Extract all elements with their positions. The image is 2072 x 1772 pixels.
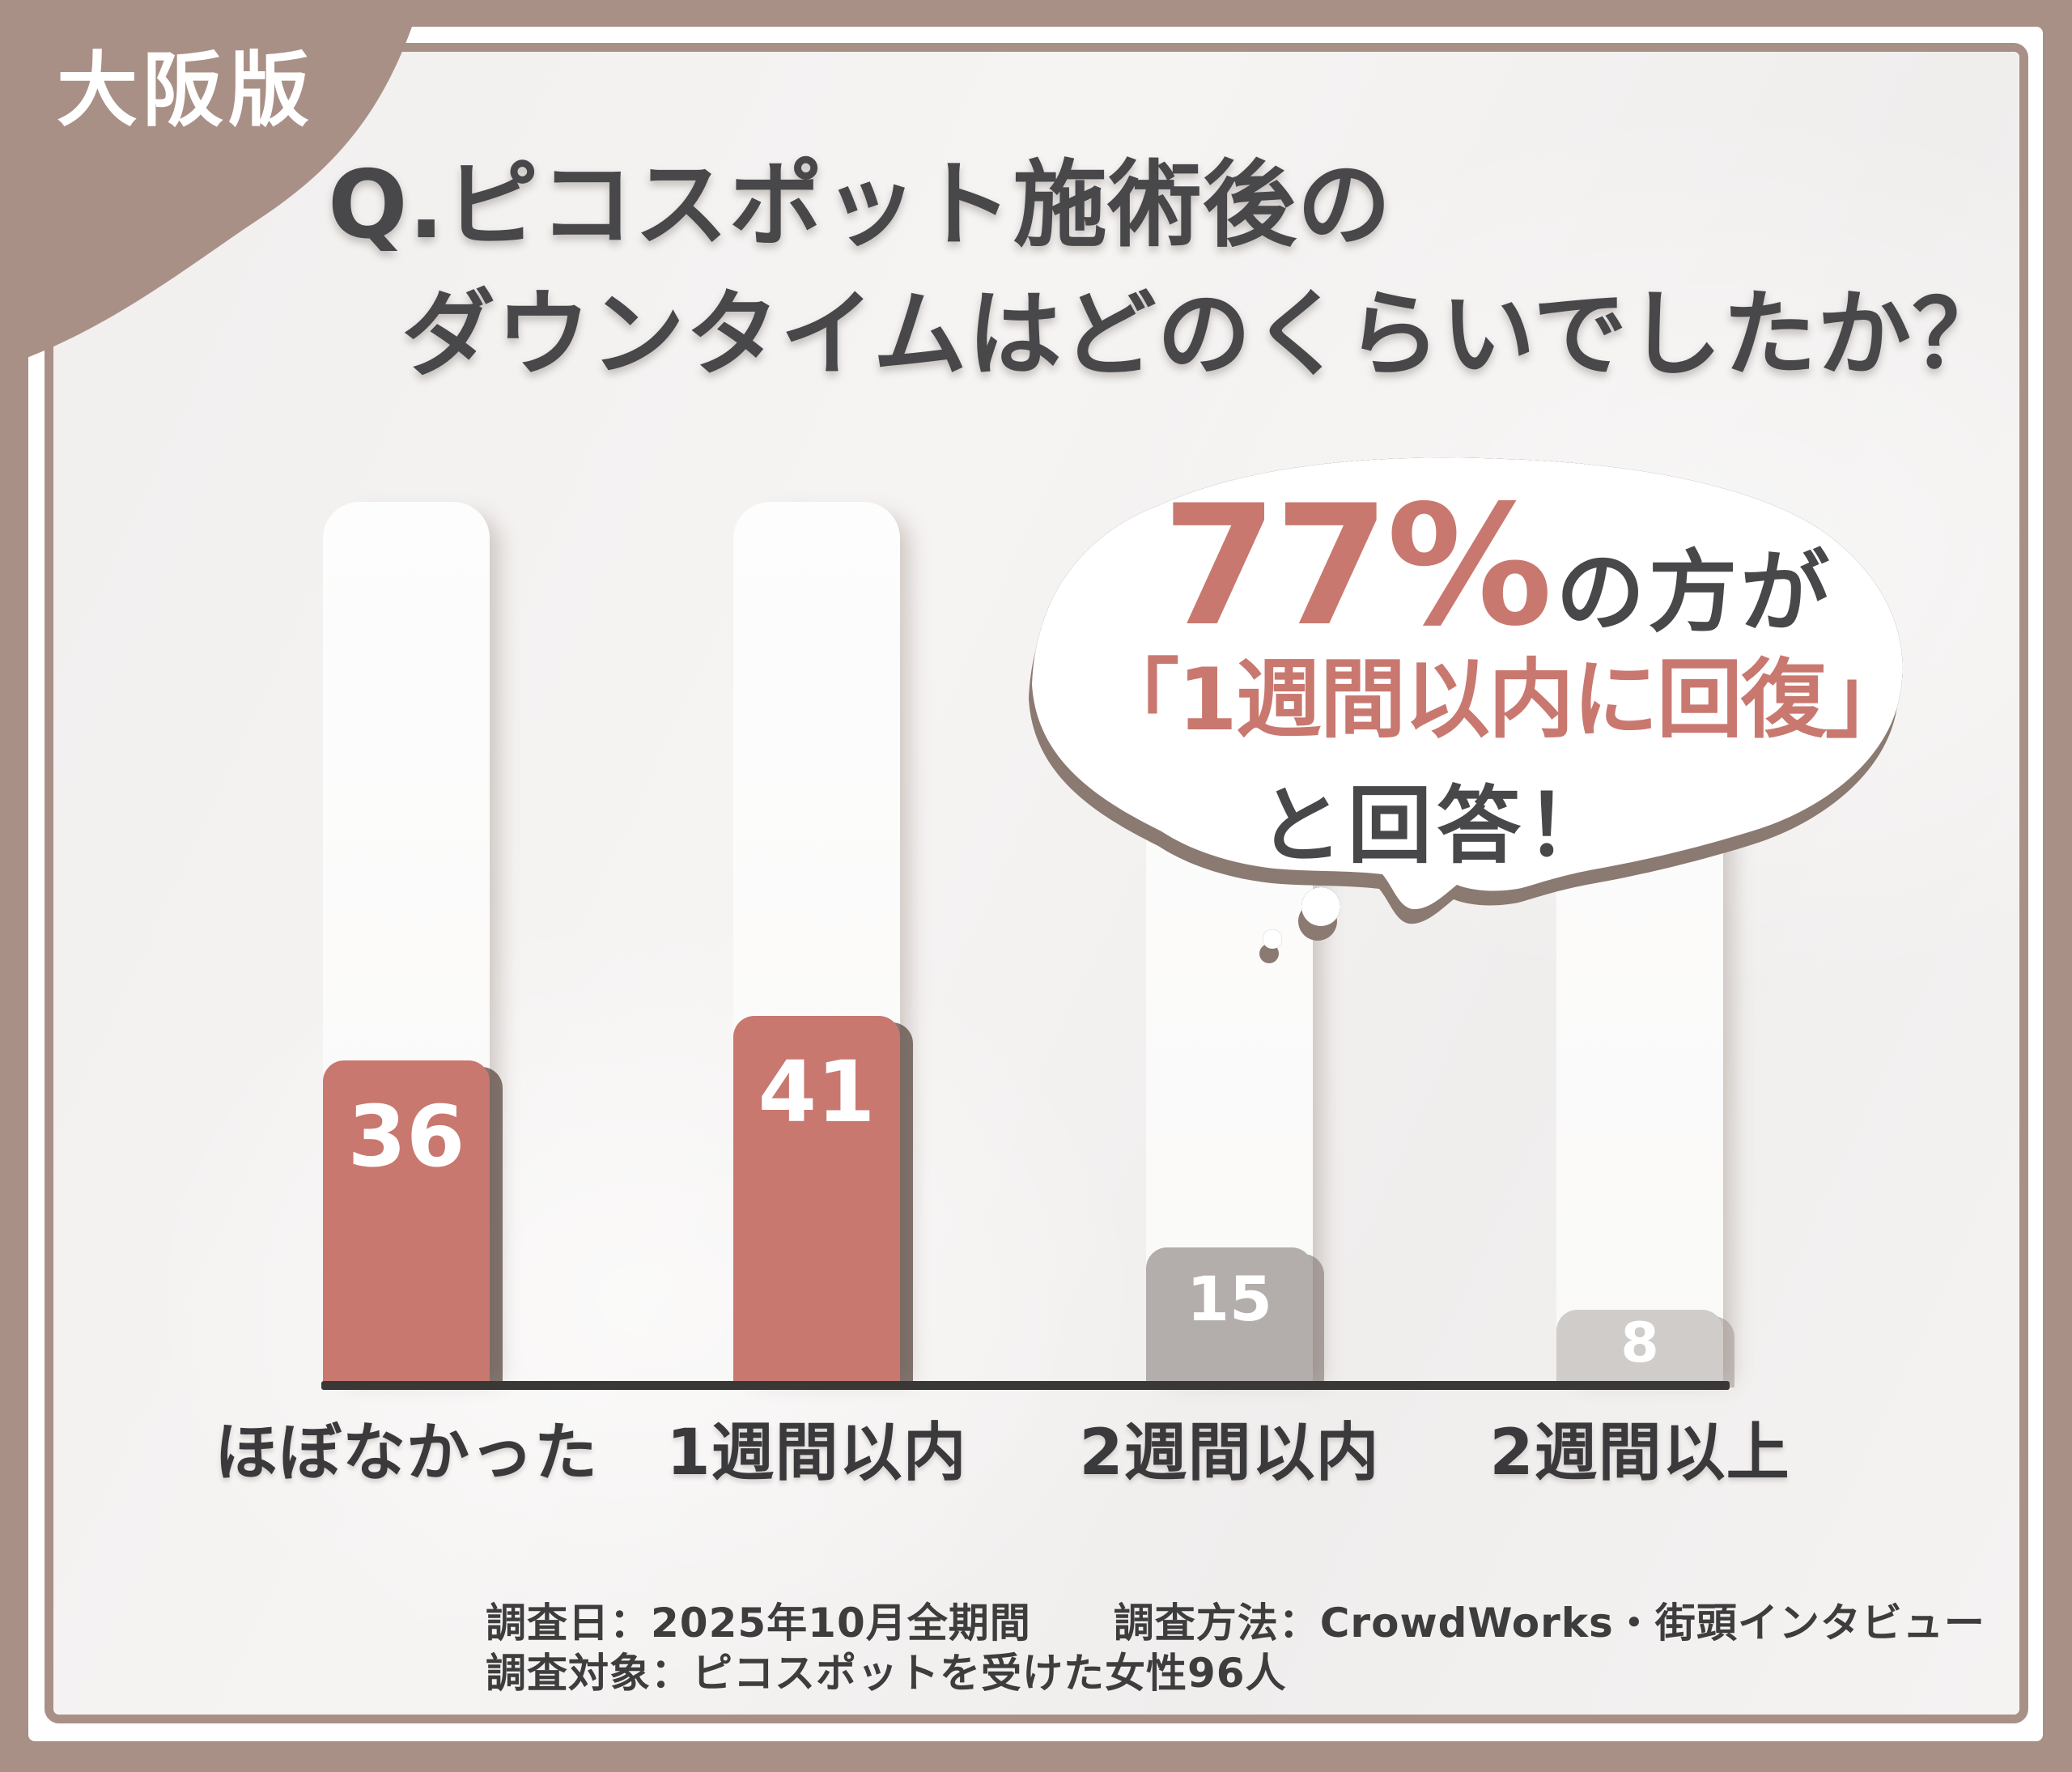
- survey-meta-line2: 調査対象：ピコスポットを受けた女性96人: [486, 1650, 1287, 1697]
- page-title-line2: ダウンタイムはどのくらいでしたか？: [401, 280, 2007, 389]
- survey-meta-line1: 調査日：2025年10月全期間 調査方法：CrowdWorks・街頭インタビュー: [486, 1600, 1985, 1647]
- x-axis-line: [321, 1381, 1730, 1390]
- bubble-headline: 77% の方が: [1093, 484, 1902, 650]
- corner-blob: [0, 0, 421, 368]
- page-title-line1: Q.ピコスポット施術後の: [328, 151, 1392, 260]
- bubble-percent-suffix: の方が: [1556, 541, 1833, 644]
- region-badge: 大阪版: [57, 43, 314, 138]
- bubble-highlight: 「1週間以内に回復」: [1093, 650, 1911, 750]
- bubble-percent: 77%: [1161, 470, 1553, 663]
- bubble-answer: と回答！: [1258, 776, 1615, 875]
